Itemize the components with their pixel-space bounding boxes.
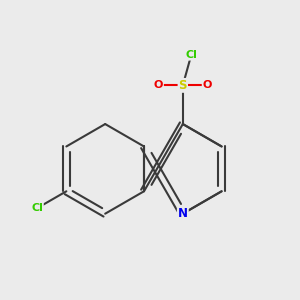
Text: N: N (178, 207, 188, 220)
Text: O: O (154, 80, 163, 90)
Text: S: S (178, 79, 187, 92)
Text: Cl: Cl (185, 50, 197, 60)
Text: O: O (203, 80, 212, 90)
Text: Cl: Cl (31, 203, 43, 213)
